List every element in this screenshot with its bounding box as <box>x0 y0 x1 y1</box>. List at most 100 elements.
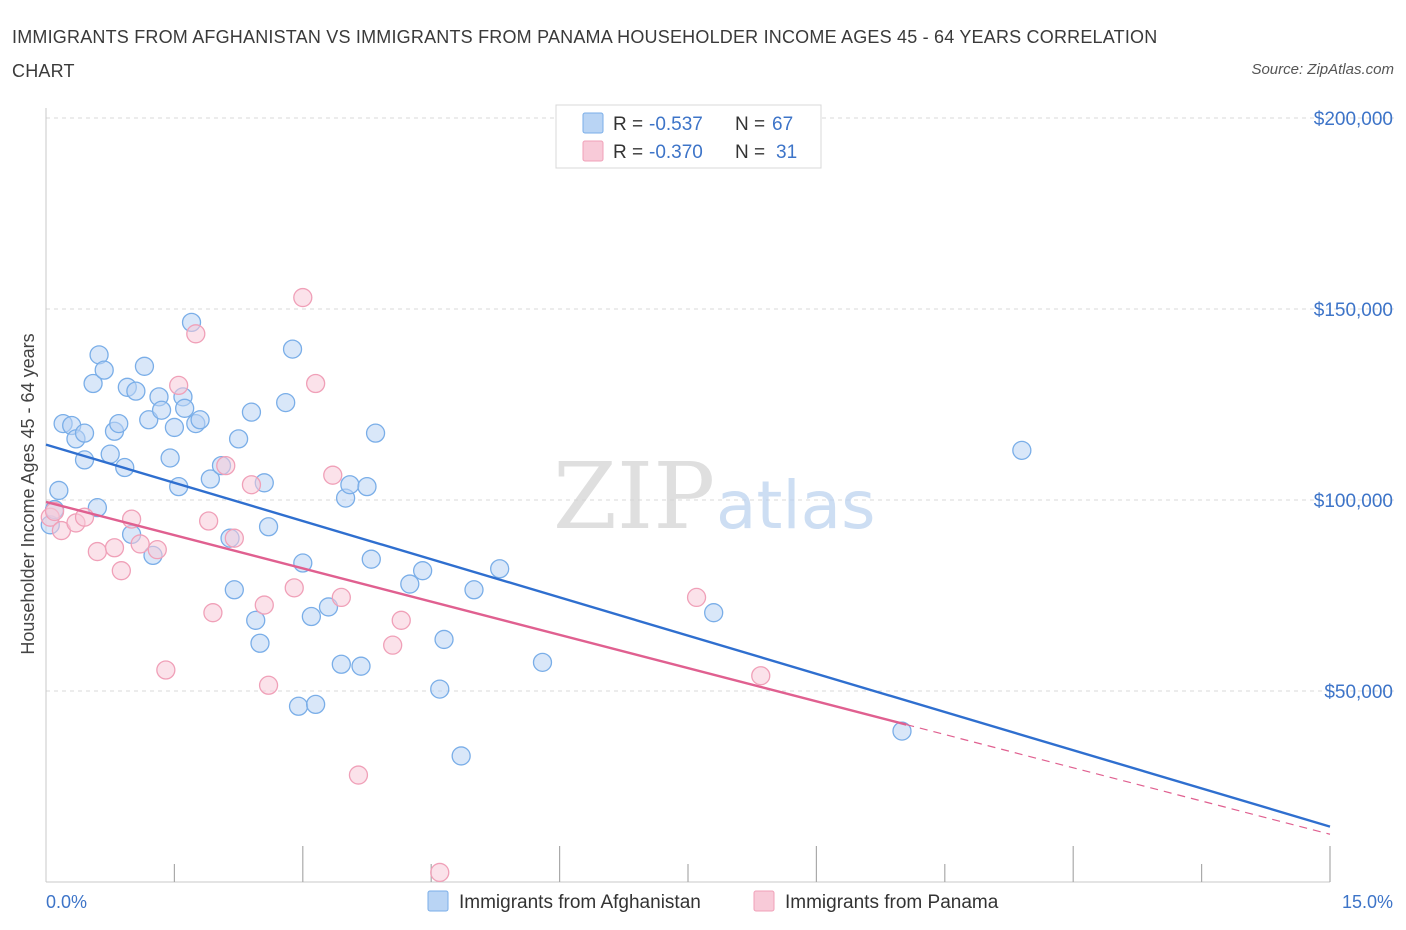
afghanistan-point <box>318 597 339 617</box>
afghanistan-point <box>200 469 221 489</box>
panama-point <box>111 561 131 581</box>
legend-n-value: 31 <box>776 142 797 163</box>
panama-point <box>241 475 262 495</box>
afghanistan-point <box>109 413 129 434</box>
panama-trend-line-extension <box>906 723 1331 835</box>
panama-point <box>254 595 274 615</box>
afghanistan-point <box>288 696 309 716</box>
panama-point <box>87 541 108 562</box>
panama-point <box>391 610 411 630</box>
y-tick-label: $200,000 <box>1314 109 1393 130</box>
afghanistan-point <box>412 561 433 581</box>
x-tick-label: 0.0% <box>46 892 87 912</box>
panama-point <box>293 287 313 308</box>
afghanistan-point <box>246 610 266 630</box>
afghanistan-point <box>160 448 180 468</box>
panama-trend-line <box>45 500 907 726</box>
y-tick-label: $150,000 <box>1314 300 1393 321</box>
panama-point <box>44 501 65 522</box>
afghanistan-point <box>305 694 326 715</box>
legend-row-panama: R = -0.370 N = 31 <box>582 140 797 163</box>
chart-title: IMMIGRANTS FROM AFGHANISTAN VS IMMIGRANT… <box>12 27 1158 81</box>
watermark-atlas: atlas <box>716 467 876 544</box>
afghanistan-point <box>228 429 249 449</box>
y-tick-label: $100,000 <box>1314 491 1393 512</box>
afghanistan-point <box>190 410 210 430</box>
panama-point <box>104 538 125 558</box>
afghanistan-point <box>1012 440 1032 460</box>
afghanistan-point <box>241 402 262 422</box>
afghanistan-point <box>301 606 322 627</box>
panama-point <box>198 511 219 531</box>
afghanistan-point <box>340 475 360 495</box>
bottom-legend-label-afghanistan: Immigrants from Afghanistan <box>459 892 701 913</box>
afghanistan-point <box>357 476 377 497</box>
afghanistan-point <box>400 574 420 594</box>
afghanistan-point <box>276 392 296 413</box>
afghanistan-point <box>74 423 95 443</box>
afghanistan-point <box>224 580 244 600</box>
panama-point <box>169 375 189 396</box>
panama-point <box>224 528 244 548</box>
bottom-legend-swatch-afghanistan <box>427 890 449 912</box>
afghanistan-point <box>464 580 484 600</box>
panama-point <box>216 455 236 476</box>
afghanistan-point <box>258 517 279 537</box>
panama-point <box>147 540 167 560</box>
panama-point <box>751 666 771 686</box>
afghanistan-point <box>282 339 303 359</box>
panama-point <box>331 587 351 608</box>
legend-swatch-afghanistan <box>582 112 604 134</box>
afghanistan-point <box>704 603 724 623</box>
afghanistan-point <box>139 410 159 430</box>
panama-point <box>130 534 150 554</box>
panama-point <box>383 635 403 655</box>
panama-point <box>430 862 450 883</box>
x-tick-labels: 0.0% 15.0% <box>46 892 1393 912</box>
afghanistan-point <box>361 549 381 569</box>
afghanistan-point <box>164 417 185 438</box>
legend-n-value: 67 <box>772 114 793 135</box>
afghanistan-point <box>430 679 450 699</box>
chart-source: Source: ZipAtlas.com <box>1251 61 1394 78</box>
afghanistan-point <box>434 629 454 650</box>
axes <box>45 108 1331 883</box>
afghanistan-point <box>892 721 912 741</box>
afghanistan-point <box>94 360 114 380</box>
trend-lines <box>45 443 1331 835</box>
legend-r-label: R = <box>613 114 643 135</box>
legend-n-label: N = <box>735 142 765 163</box>
panama-point <box>284 578 304 598</box>
legend-swatch-panama <box>582 140 604 162</box>
y-tick-label: $50,000 <box>1324 682 1393 703</box>
bottom-legend: Immigrants from Afghanistan Immigrants f… <box>427 890 999 913</box>
legend-row-afghanistan: R = -0.537 N = 67 <box>582 112 793 135</box>
afghanistan-point <box>49 480 69 501</box>
panama-point <box>258 675 279 695</box>
afghanistan-point <box>331 654 351 674</box>
afghanistan-point <box>365 423 386 443</box>
bottom-legend-label-panama: Immigrants from Panama <box>785 892 999 913</box>
afghanistan-point <box>83 373 103 394</box>
afghanistan-point <box>250 633 270 653</box>
watermark-zip: ZIP <box>553 443 715 550</box>
afghanistan-point <box>151 400 172 420</box>
afghanistan-point <box>490 559 510 579</box>
legend-r-value: -0.370 <box>649 142 703 163</box>
afghanistan-point <box>100 444 120 464</box>
legend-r-label: R = <box>613 142 643 163</box>
panama-point <box>686 587 707 608</box>
panama-point <box>305 373 326 394</box>
afghanistan-point <box>87 497 108 518</box>
afghanistan-point <box>126 381 146 401</box>
panama-point <box>348 765 369 785</box>
y-axis-label: Householder Income Ages 45 - 64 years <box>18 333 38 654</box>
afghanistan-point <box>451 746 471 766</box>
x-tick-label: 15.0% <box>1342 892 1393 912</box>
panama-point <box>203 603 223 623</box>
afghanistan-trend-line <box>45 443 1331 828</box>
legend-box: R = -0.537 N = 67 R = -0.370 N = 31 <box>555 104 822 169</box>
legend-n-label: N = <box>735 114 765 135</box>
panama-point <box>186 324 206 344</box>
